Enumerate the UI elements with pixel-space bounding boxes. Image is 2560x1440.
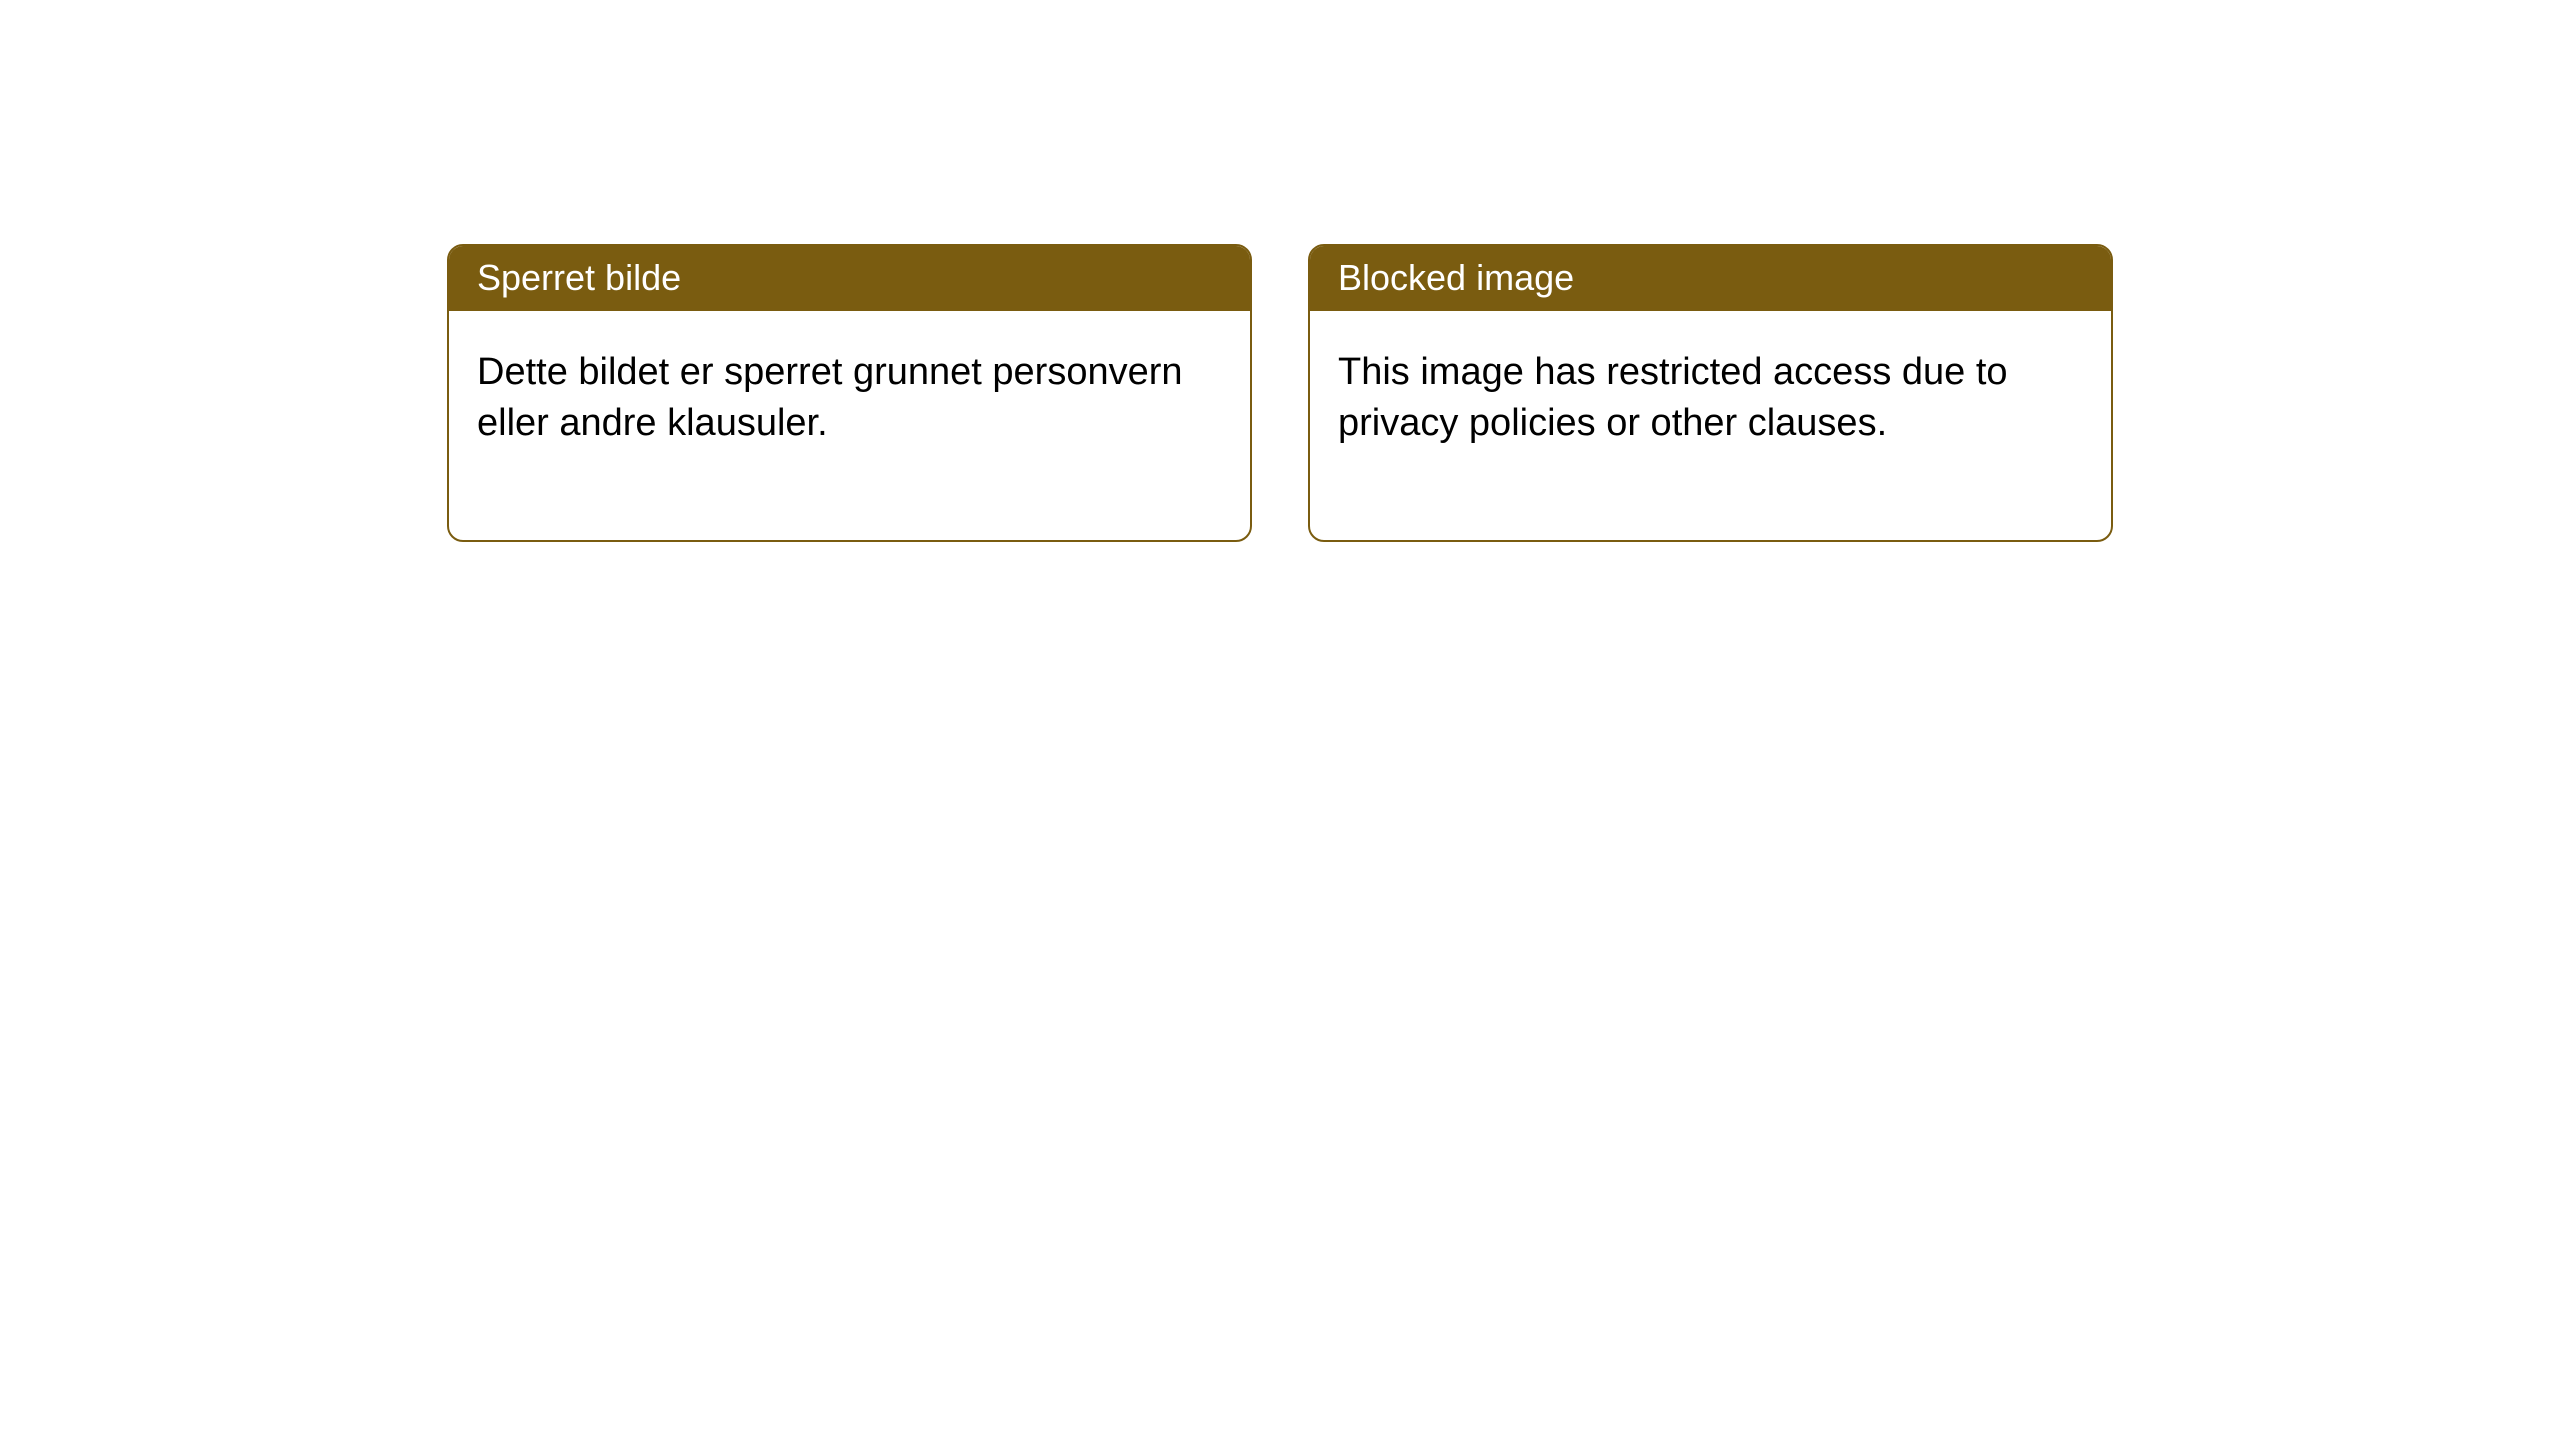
notice-body: Dette bildet er sperret grunnet personve…	[449, 311, 1250, 540]
notices-container: Sperret bilde Dette bildet er sperret gr…	[0, 0, 2560, 542]
notice-body: This image has restricted access due to …	[1310, 311, 2111, 540]
notice-card-english: Blocked image This image has restricted …	[1308, 244, 2113, 542]
notice-header: Blocked image	[1310, 246, 2111, 311]
notice-card-norwegian: Sperret bilde Dette bildet er sperret gr…	[447, 244, 1252, 542]
notice-header: Sperret bilde	[449, 246, 1250, 311]
